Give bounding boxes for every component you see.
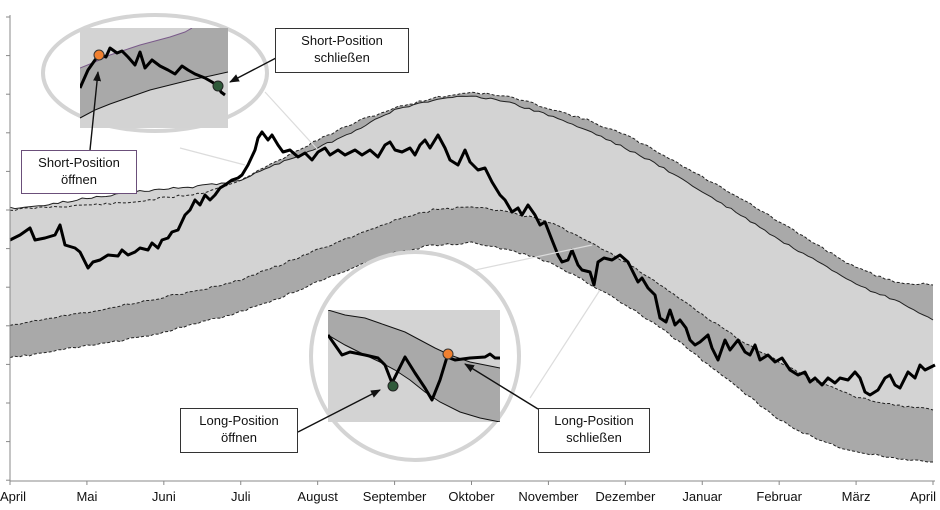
callout-long-close: Long-Position schließen <box>538 408 650 453</box>
x-tick-label: Juli <box>231 489 251 504</box>
callout-short-open-line1: Short-Position <box>38 155 120 170</box>
outer-lower-band-line <box>9 241 933 463</box>
callout-short-open-line2: öffnen <box>61 172 97 187</box>
long-close-marker <box>442 348 454 360</box>
arrow-short-close <box>229 57 277 83</box>
x-tick-label: Januar <box>682 489 722 504</box>
short-trade-inset <box>41 13 269 133</box>
x-axis: April Mai Juni Juli August September Oktober No… <box>0 480 936 504</box>
x-tick-label: Mai <box>76 489 97 504</box>
callout-long-close-line2: schließen <box>566 430 622 445</box>
long-trade-inset <box>309 250 521 462</box>
callout-short-close: Short-Position schließen <box>275 28 409 73</box>
x-tick-label: November <box>518 489 579 504</box>
annotation-arrows <box>89 57 539 433</box>
callout-short-open: Short-Position öffnen <box>21 150 137 194</box>
outer-upper-band-line <box>9 91 934 286</box>
x-tick-label: Oktober <box>448 489 495 504</box>
callout-short-close-line2: schließen <box>314 50 370 65</box>
callout-long-open: Long-Position öffnen <box>180 408 298 453</box>
price-line <box>9 130 936 397</box>
callout-long-open-line1: Long-Position <box>199 413 279 428</box>
long-open-marker <box>387 380 399 392</box>
x-tick-label: April <box>0 489 26 504</box>
callout-long-close-line1: Long-Position <box>554 413 634 428</box>
x-tick-label: Februar <box>756 489 802 504</box>
arrow-long-close <box>464 363 539 410</box>
arrow-long-open <box>297 389 381 433</box>
callout-long-open-line2: öffnen <box>221 430 257 445</box>
callout-short-close-line1: Short-Position <box>301 33 383 48</box>
x-tick-label: März <box>842 489 871 504</box>
inner-lower-channel-line <box>9 206 934 411</box>
x-tick-label: Dezember <box>595 489 656 504</box>
x-tick-label: August <box>297 489 338 504</box>
x-tick-label: September <box>363 489 427 504</box>
band-lines <box>9 91 934 463</box>
y-axis <box>6 15 11 481</box>
short-open-marker <box>93 49 105 61</box>
x-tick-label: Juni <box>152 489 176 504</box>
inner-upper-channel-line <box>9 95 934 321</box>
short-close-marker <box>212 80 224 92</box>
arrow-short-open <box>89 71 102 151</box>
x-tick-label: April <box>910 489 936 504</box>
